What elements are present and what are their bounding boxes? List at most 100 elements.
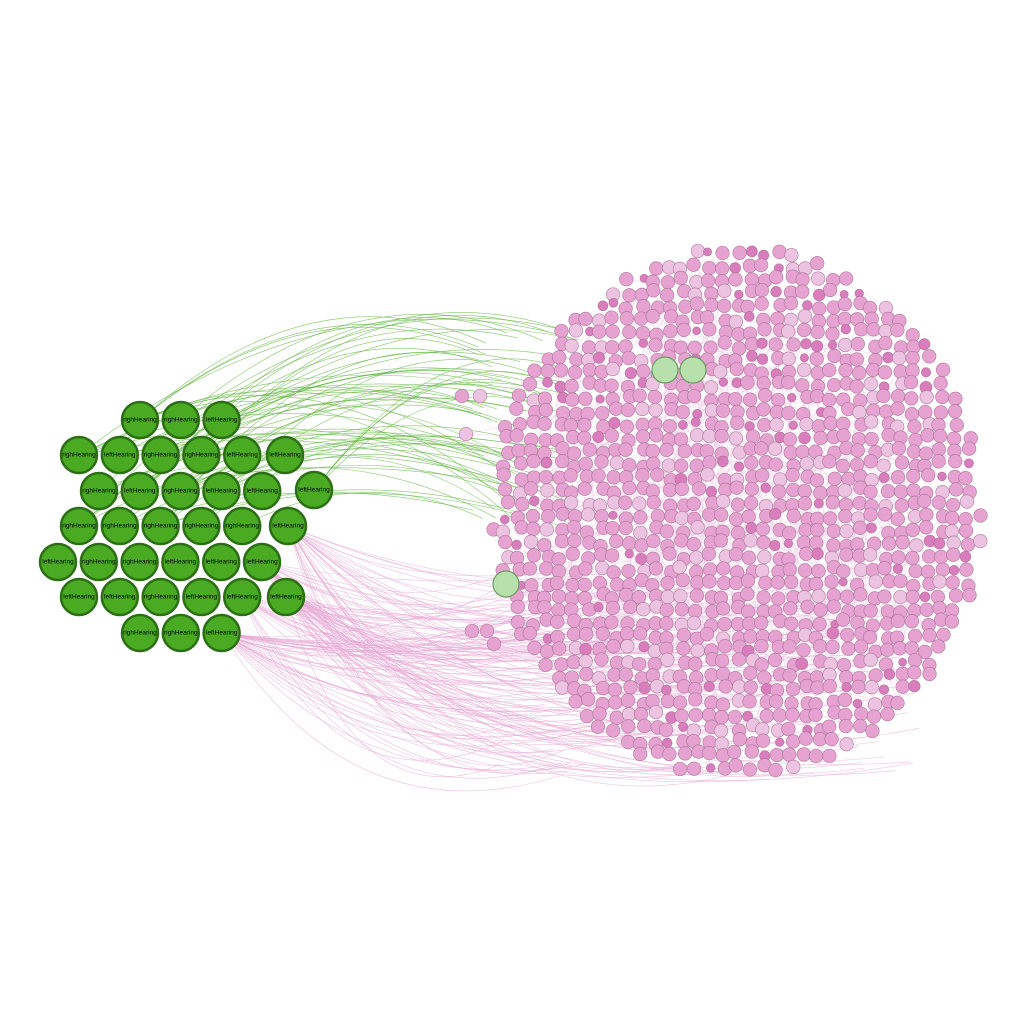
pink-node <box>864 414 879 429</box>
pink-edge <box>287 525 796 683</box>
pink-node <box>566 655 581 670</box>
pink-edge <box>221 632 559 792</box>
pink-node <box>744 481 759 497</box>
pink-node <box>810 324 825 340</box>
pink-node <box>933 537 946 550</box>
green-node: righHearing <box>141 577 180 617</box>
pink-node <box>677 443 692 459</box>
green-node-label: righHearing <box>144 523 178 530</box>
pink-node <box>796 747 811 762</box>
pink-node <box>755 733 771 748</box>
green-node-label: leftHearing <box>246 559 278 566</box>
pink-node <box>811 564 826 579</box>
pink-node <box>786 508 801 523</box>
pink-node <box>699 310 715 325</box>
pink-node <box>732 732 747 747</box>
pink-node <box>591 324 607 339</box>
pink-node <box>690 575 705 590</box>
pink-node <box>622 288 637 303</box>
pink-node <box>636 364 651 379</box>
pink-node <box>624 549 634 559</box>
green-node-label: righHearing <box>164 488 198 495</box>
pink-node <box>932 574 947 589</box>
green-edge <box>139 312 568 492</box>
green-node-label: leftHearing <box>206 488 238 495</box>
pink-node <box>795 284 810 299</box>
pink-node <box>960 537 976 552</box>
pink-node <box>755 521 770 537</box>
pink-node <box>782 526 797 541</box>
pink-node <box>582 442 597 457</box>
pink-node <box>635 326 651 341</box>
pink-node <box>577 417 592 433</box>
pink-node <box>660 275 676 290</box>
pink-node <box>839 547 854 562</box>
pink-node <box>768 457 783 472</box>
pink-node <box>713 533 728 548</box>
pink-edge <box>241 596 695 694</box>
pink-node <box>962 588 977 603</box>
pink-node <box>849 457 865 472</box>
pink-node <box>674 602 689 617</box>
pink-node <box>905 522 920 538</box>
pink-node <box>757 549 772 565</box>
pink-node <box>863 603 878 618</box>
pink-cluster-nodes <box>454 243 988 778</box>
pink-node <box>674 458 689 473</box>
pink-node <box>808 707 823 723</box>
pink-node <box>907 628 923 644</box>
pink-node <box>840 323 852 335</box>
pink-node <box>797 496 813 511</box>
pink-edge <box>221 632 678 745</box>
pink-node <box>594 652 609 667</box>
green-node-label: leftHearing <box>269 452 301 459</box>
pink-node <box>550 614 565 629</box>
pink-node <box>605 324 620 339</box>
pink-node <box>632 496 647 511</box>
pink-node <box>933 405 949 420</box>
pink-node <box>948 454 963 469</box>
pink-node <box>718 679 733 694</box>
pink-node <box>746 350 758 362</box>
pink-node <box>715 403 731 418</box>
pink-node <box>578 654 593 669</box>
pink-node <box>554 323 569 339</box>
pink-node <box>619 272 634 287</box>
green-node: leftHearing <box>222 577 262 617</box>
pink-node <box>810 389 825 404</box>
pink-node <box>880 642 895 657</box>
pink-internal-edge <box>682 438 971 581</box>
pink-node <box>542 377 553 388</box>
pink-node <box>648 402 663 418</box>
pink-node <box>717 335 732 350</box>
pink-node <box>756 353 769 365</box>
green-node: righHearing <box>79 542 119 582</box>
pink-node <box>526 454 541 469</box>
pink-node <box>809 535 824 550</box>
pink-node <box>880 484 896 499</box>
green-edge <box>180 338 479 492</box>
pink-node <box>618 520 633 536</box>
pink-node <box>606 639 621 654</box>
pink-edge <box>287 525 510 736</box>
pink-node <box>540 456 553 469</box>
pink-node <box>759 708 774 724</box>
pink-node <box>621 563 636 579</box>
pink-node <box>824 574 839 589</box>
pink-node <box>795 272 810 287</box>
pink-node <box>865 618 881 633</box>
pink-node <box>564 338 579 353</box>
pink-node <box>785 734 801 749</box>
green-edge <box>221 404 521 466</box>
pink-node <box>746 245 758 258</box>
pink-node <box>760 482 771 494</box>
pink-node <box>755 468 770 483</box>
pink-node <box>758 575 773 591</box>
pink-node <box>754 441 769 456</box>
pink-node <box>852 405 867 420</box>
pink-edge <box>221 574 522 650</box>
pink-node <box>948 588 964 603</box>
pink-node <box>895 679 910 694</box>
green-node-label: leftHearing <box>298 487 330 494</box>
pink-node <box>703 380 719 395</box>
